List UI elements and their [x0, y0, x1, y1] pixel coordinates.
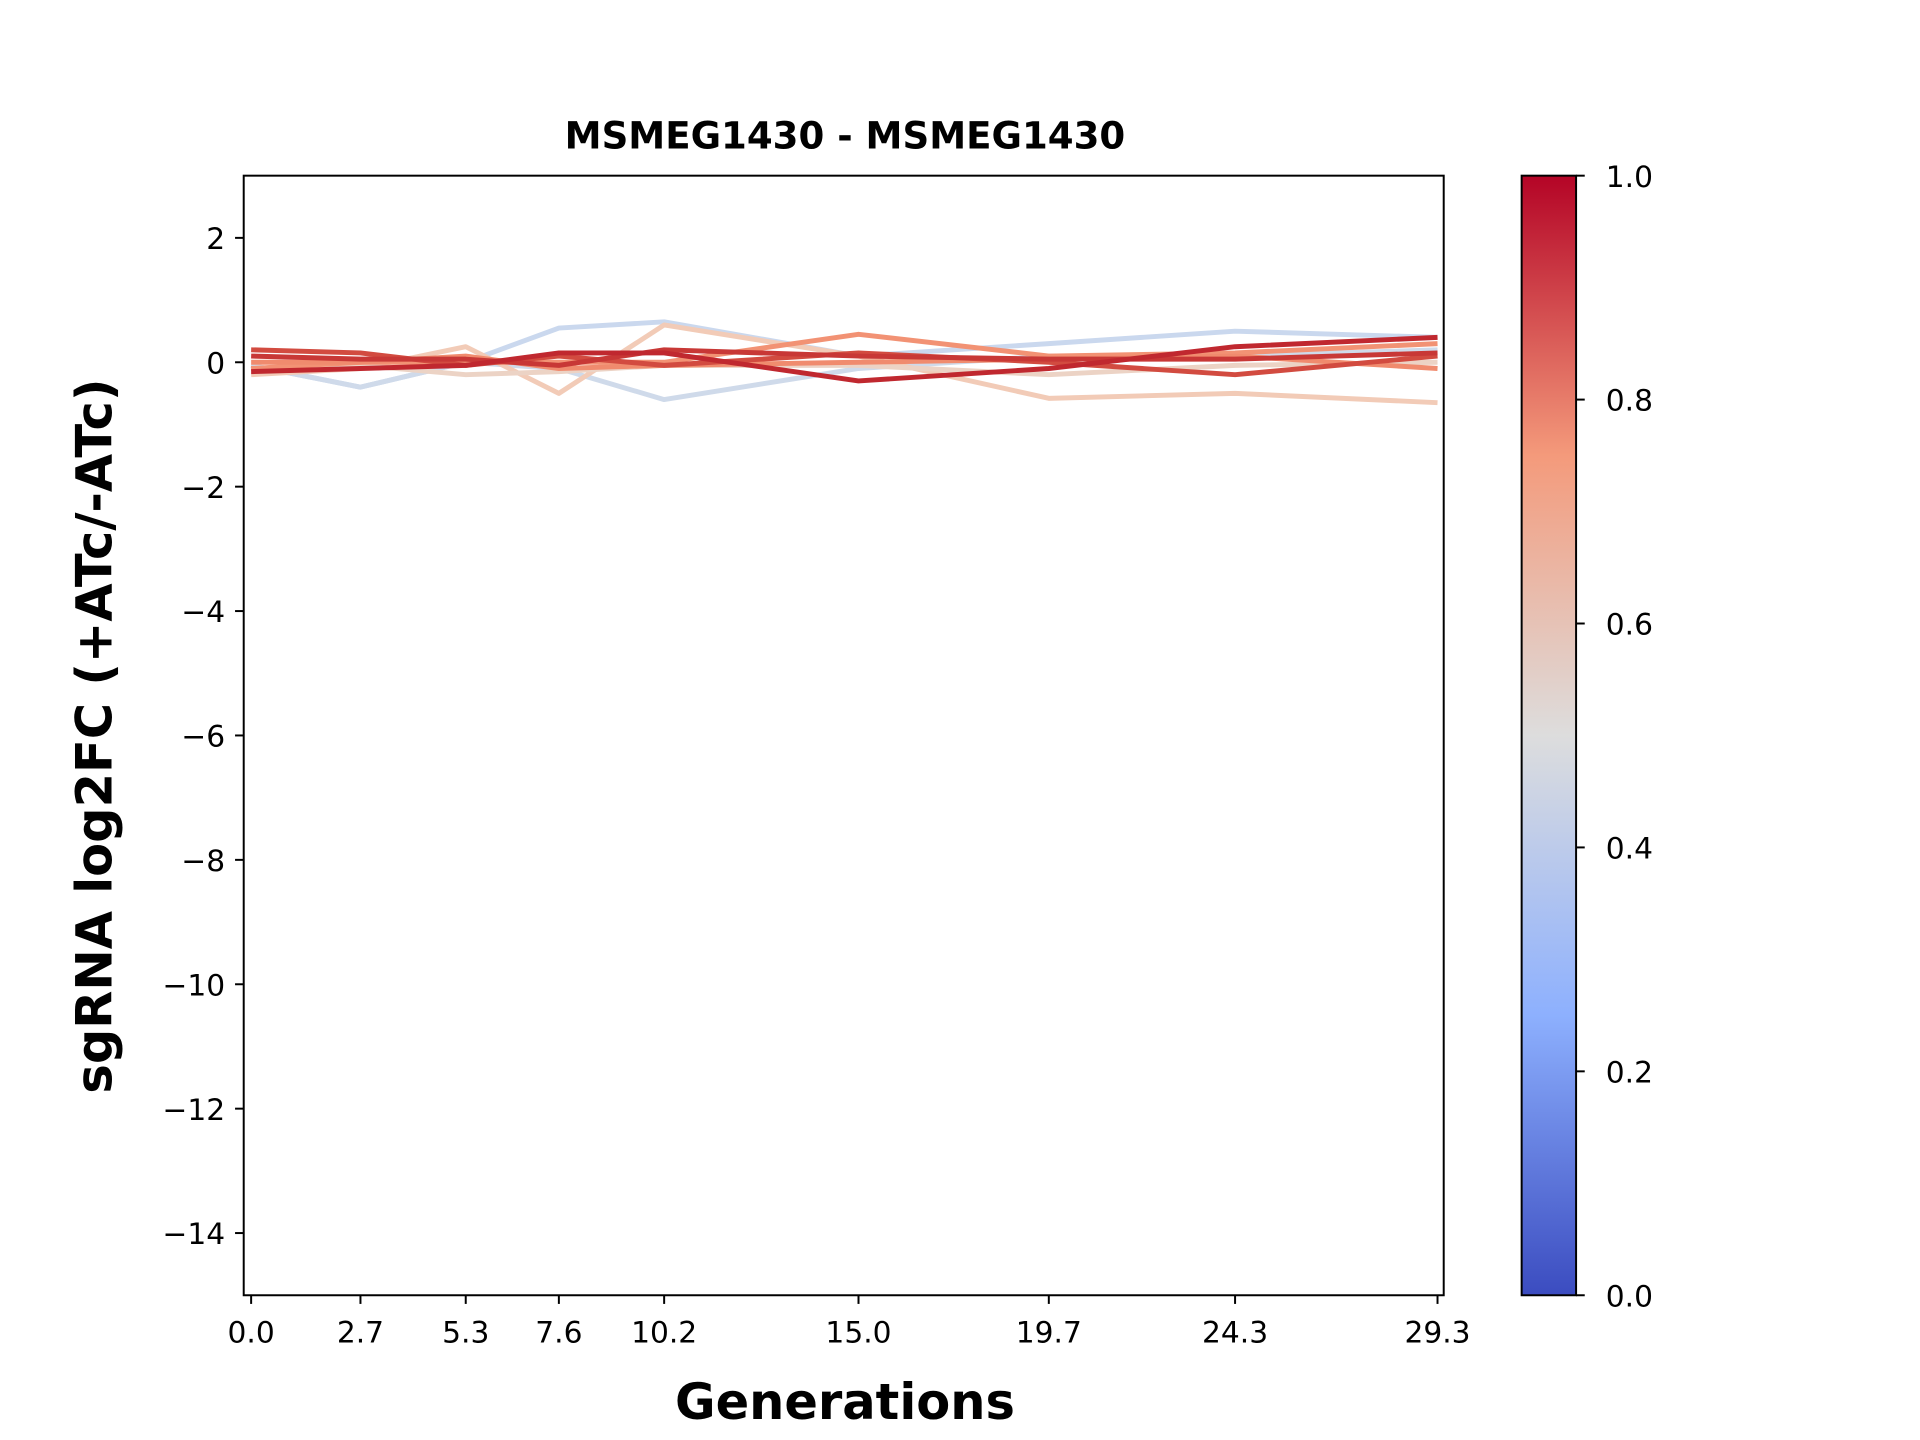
x-axis: 0.0 2.7 5.3 7.6 10.2 15.0 19.7 24.3 29.3: [228, 1295, 1471, 1350]
colorbar-ticks: 0.0 0.2 0.4 0.6 0.8 1.0: [1576, 160, 1653, 1314]
x-tick-label: 0.0: [228, 1315, 275, 1350]
x-tick-label: 7.6: [535, 1315, 582, 1350]
y-tick-label: −8: [181, 844, 225, 879]
y-axis: 2 0 −2 −4 −6 −8 −10 −12 −14: [162, 222, 244, 1252]
y-tick-label: −12: [162, 1093, 225, 1128]
chart-title: MSMEG1430 - MSMEG1430: [565, 114, 1126, 157]
y-tick-label: 0: [206, 346, 225, 381]
x-tick-label: 10.2: [631, 1315, 697, 1350]
x-tick-label: 5.3: [442, 1315, 489, 1350]
series-lines: [250, 319, 1438, 406]
x-tick-label: 2.7: [337, 1315, 384, 1350]
y-tick-label: −14: [162, 1217, 225, 1252]
colorbar-gradient: [1520, 174, 1578, 1297]
x-tick-label: 24.3: [1202, 1315, 1268, 1350]
series-line-7: [251, 347, 1438, 368]
x-tick-label: 19.7: [1016, 1315, 1082, 1350]
y-tick-label: −10: [162, 968, 225, 1003]
x-tick-label: 15.0: [825, 1315, 891, 1350]
y-tick-label: −4: [181, 595, 225, 630]
colorbar-tick-label: 0.4: [1606, 832, 1653, 867]
y-tick-label: −2: [181, 471, 225, 506]
colorbar-tick-label: 1.0: [1606, 160, 1653, 195]
colorbar: 0.0 0.2 0.4 0.6 0.8 1.0: [1520, 160, 1653, 1314]
colorbar-tick-label: 0.6: [1606, 608, 1653, 643]
x-axis-label: Generations: [675, 1373, 1015, 1431]
y-tick-label: −6: [181, 720, 225, 755]
colorbar-tick-label: 0.8: [1606, 384, 1653, 419]
x-tick-label: 29.3: [1404, 1315, 1470, 1350]
series-line-8: [251, 334, 1438, 384]
y-tick-label: 2: [206, 222, 225, 257]
y-axis-label: sgRNA log2FC (+ATc/-ATc): [65, 379, 123, 1094]
colorbar-tick-label: 0.2: [1606, 1055, 1653, 1090]
colorbar-tick-label: 0.0: [1606, 1279, 1653, 1314]
